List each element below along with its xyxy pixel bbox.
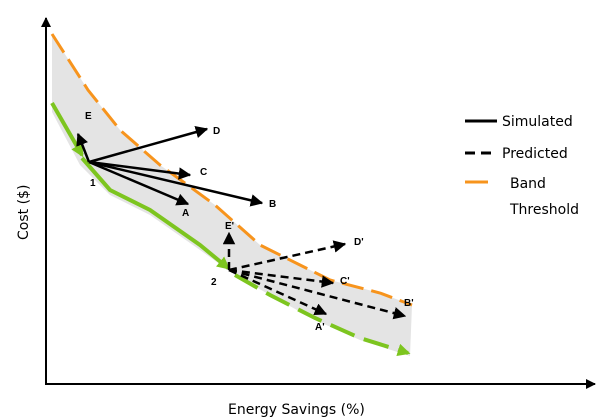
sim-arrow-b — [88, 160, 264, 207]
legend-simulated-label: Simulated — [502, 114, 573, 130]
lower-boundary-line — [80, 156, 230, 270]
sim-label-c: C — [200, 167, 207, 178]
pred-arrow-b — [228, 268, 407, 320]
sim-label-e: E — [85, 111, 92, 122]
x-axis-title: Energy Savings (%) — [228, 402, 365, 418]
pred-arrow-d — [228, 240, 347, 272]
lower-boundary-dashed — [234, 273, 411, 357]
sim-arrow-e — [76, 132, 91, 163]
point-1-label: 1 — [90, 178, 96, 189]
band-threshold-line — [50, 33, 413, 307]
point-2-label: 2 — [211, 277, 217, 288]
sim-label-d: D — [213, 126, 220, 137]
sim-label-b: B — [269, 199, 276, 210]
legend-band-label-line1: Band — [510, 176, 546, 192]
pred-label-a: A' — [315, 322, 325, 333]
pred-arrow-c — [228, 268, 335, 288]
legend-band-label-line2: Threshold — [509, 202, 579, 218]
pred-label-b: B' — [404, 298, 414, 309]
pred-arrow-a — [228, 268, 328, 316]
pred-label-c: C' — [340, 276, 350, 287]
simulated-arrows — [76, 126, 264, 207]
legend-predicted-label: Predicted — [502, 146, 568, 162]
y-axis-title: Cost ($) — [16, 185, 32, 240]
sim-arrow-c — [88, 160, 192, 180]
sim-arrow-d — [88, 126, 209, 164]
predicted-arrows — [222, 231, 407, 320]
legend: Simulated Predicted Band Threshold — [465, 114, 579, 218]
pred-label-e: E' — [225, 221, 234, 232]
pred-label-d: D' — [354, 237, 364, 248]
sim-arrow-a — [88, 160, 190, 206]
sim-label-a: A — [182, 208, 189, 219]
